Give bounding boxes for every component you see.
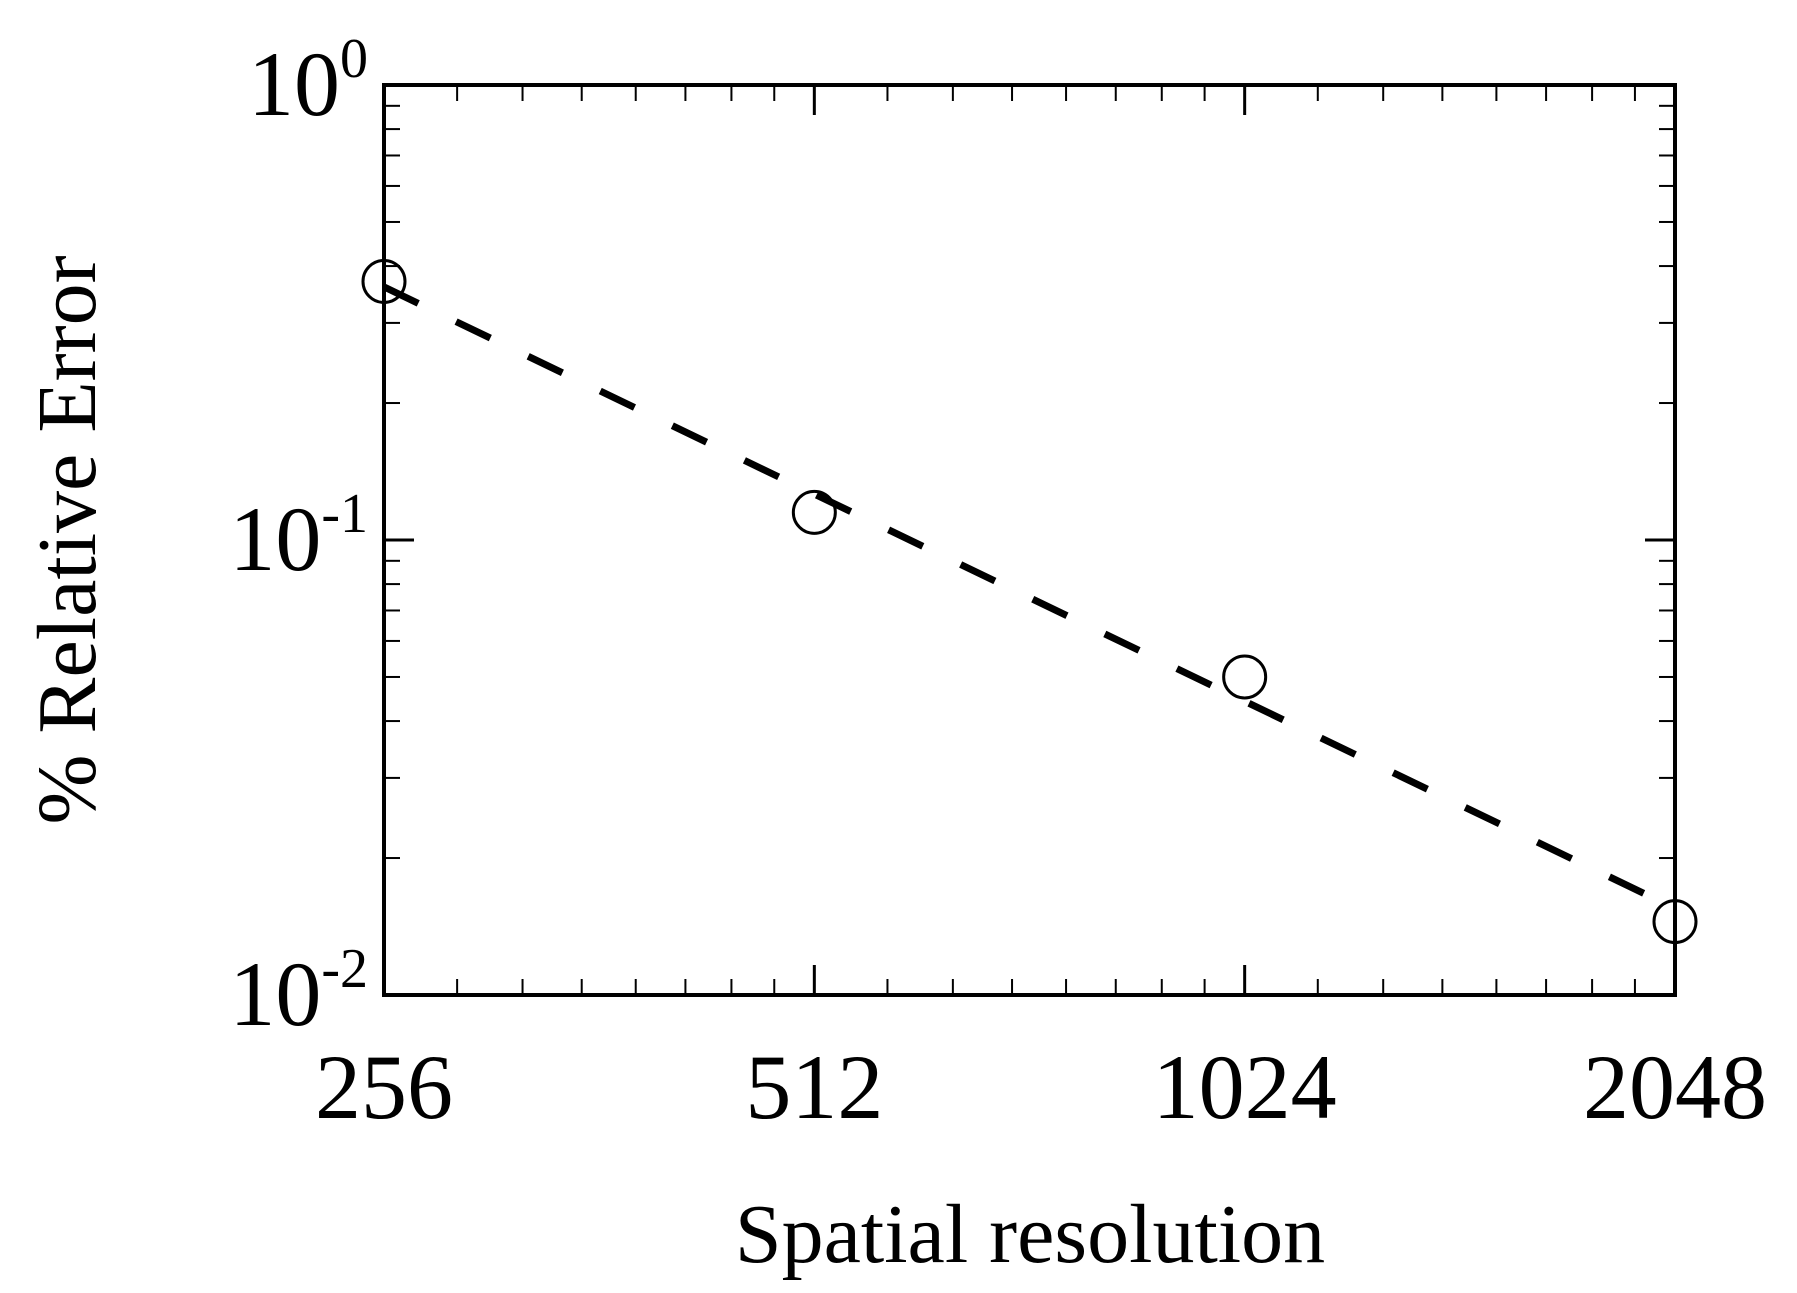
y-tick-exponent: -1 [321,483,368,545]
data-points-layer [361,258,1698,945]
fit-line [382,283,1677,912]
x-tick-label: 1024 [1153,1036,1337,1138]
x-tick-label: 256 [315,1036,453,1138]
minor-ticks [384,85,1675,995]
x-axis-title: Spatial resolution [735,1188,1325,1281]
y-tick-label: 10-2 [229,938,368,1045]
y-axis-title: % Relative Error [21,255,114,824]
data-point [1652,899,1698,945]
y-tick-exponent: 0 [340,28,368,90]
y-tick-exponent: -2 [321,938,368,1000]
fit-line-layer [382,283,1677,912]
data-point [791,489,837,535]
y-tick-base: 10 [229,943,321,1045]
x-tick-label: 2048 [1583,1036,1767,1138]
y-tick-label: 10-1 [229,483,368,590]
major-ticks [382,83,1677,997]
y-tick-base: 10 [229,488,321,590]
plot-frame [382,83,1677,997]
x-tick-labels: 256 512 1024 2048 [315,1036,1767,1138]
y-tick-base: 10 [248,33,340,135]
y-tick-label: 100 [248,28,368,135]
data-point [361,258,407,304]
data-point [1222,654,1268,700]
x-tick-label: 512 [745,1036,883,1138]
